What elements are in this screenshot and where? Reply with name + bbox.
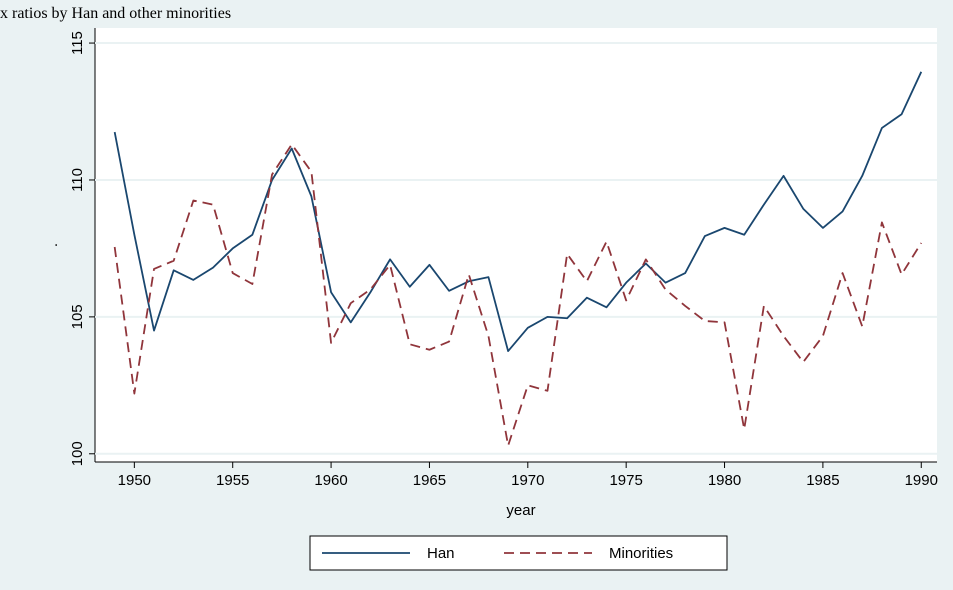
x-tick-label: 1980 xyxy=(708,472,741,489)
line-series xyxy=(113,143,923,447)
x-axis-label: year xyxy=(506,502,535,519)
plot-area xyxy=(95,28,937,462)
line-series xyxy=(113,71,923,352)
chart-title: Sex ratios by Han and other minorities xyxy=(0,5,231,22)
legend-label: Minorities xyxy=(609,545,673,562)
y-tick-label: 110 xyxy=(69,168,86,192)
x-tick-label: 1990 xyxy=(905,472,938,489)
legend-label: Han xyxy=(427,545,455,562)
x-tick-label: 1970 xyxy=(511,472,544,489)
y-tick-label: 115 xyxy=(69,31,86,55)
x-tick-label: 1985 xyxy=(806,472,839,489)
y-tick-label: 105 xyxy=(69,304,86,329)
y-tick-label: 100 xyxy=(69,441,86,466)
x-tick-label: 1965 xyxy=(413,472,446,489)
x-tick-label: 1950 xyxy=(118,472,151,489)
x-tick-label: 1955 xyxy=(216,472,249,489)
x-tick-label: 1975 xyxy=(609,472,642,489)
x-tick-label: 1960 xyxy=(314,472,347,489)
y-axis-label: . xyxy=(44,243,61,247)
